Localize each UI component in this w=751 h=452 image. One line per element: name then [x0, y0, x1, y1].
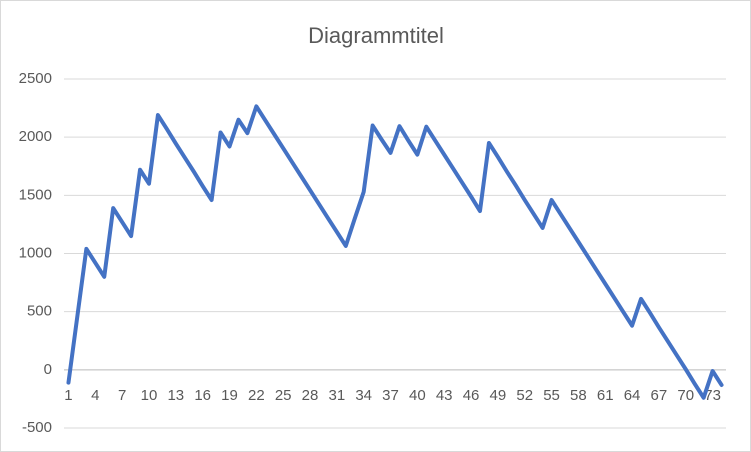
- y-tick-label: -500: [22, 419, 52, 436]
- x-tick-label: 25: [275, 387, 292, 404]
- x-tick-label: 4: [91, 387, 99, 404]
- series-line: [66, 104, 724, 400]
- x-tick-label: 37: [382, 387, 399, 404]
- x-tick-label: 73: [704, 387, 721, 404]
- x-tick-label: 55: [543, 387, 560, 404]
- x-tick-label: 34: [355, 387, 372, 404]
- y-tick-label: 0: [44, 361, 52, 378]
- y-tick-label: 1500: [19, 186, 52, 203]
- x-tick-label: 13: [167, 387, 184, 404]
- x-tick-label: 31: [329, 387, 346, 404]
- x-tick-label: 61: [597, 387, 614, 404]
- x-tick-label: 70: [677, 387, 694, 404]
- y-tick-label: 500: [27, 303, 52, 320]
- x-tick-label: 52: [516, 387, 533, 404]
- x-tick-label: 7: [118, 387, 126, 404]
- x-tick-label: 58: [570, 387, 587, 404]
- chart-title: Diagrammtitel: [308, 23, 444, 48]
- x-tick-label: 49: [490, 387, 507, 404]
- x-tick-label: 43: [436, 387, 453, 404]
- x-tick-label: 19: [221, 387, 238, 404]
- x-tick-label: 64: [624, 387, 641, 404]
- x-tick-label: 28: [302, 387, 319, 404]
- y-tick-label: 1000: [19, 244, 52, 261]
- x-tick-label: 22: [248, 387, 265, 404]
- y-tick-label: 2000: [19, 128, 52, 145]
- x-tick-label: 10: [141, 387, 158, 404]
- y-tick-label: 2500: [19, 70, 52, 87]
- x-tick-label: 16: [194, 387, 211, 404]
- x-tick-label: 1: [64, 387, 72, 404]
- x-tick-label: 46: [463, 387, 480, 404]
- x-tick-label: 40: [409, 387, 426, 404]
- x-tick-label: 67: [651, 387, 668, 404]
